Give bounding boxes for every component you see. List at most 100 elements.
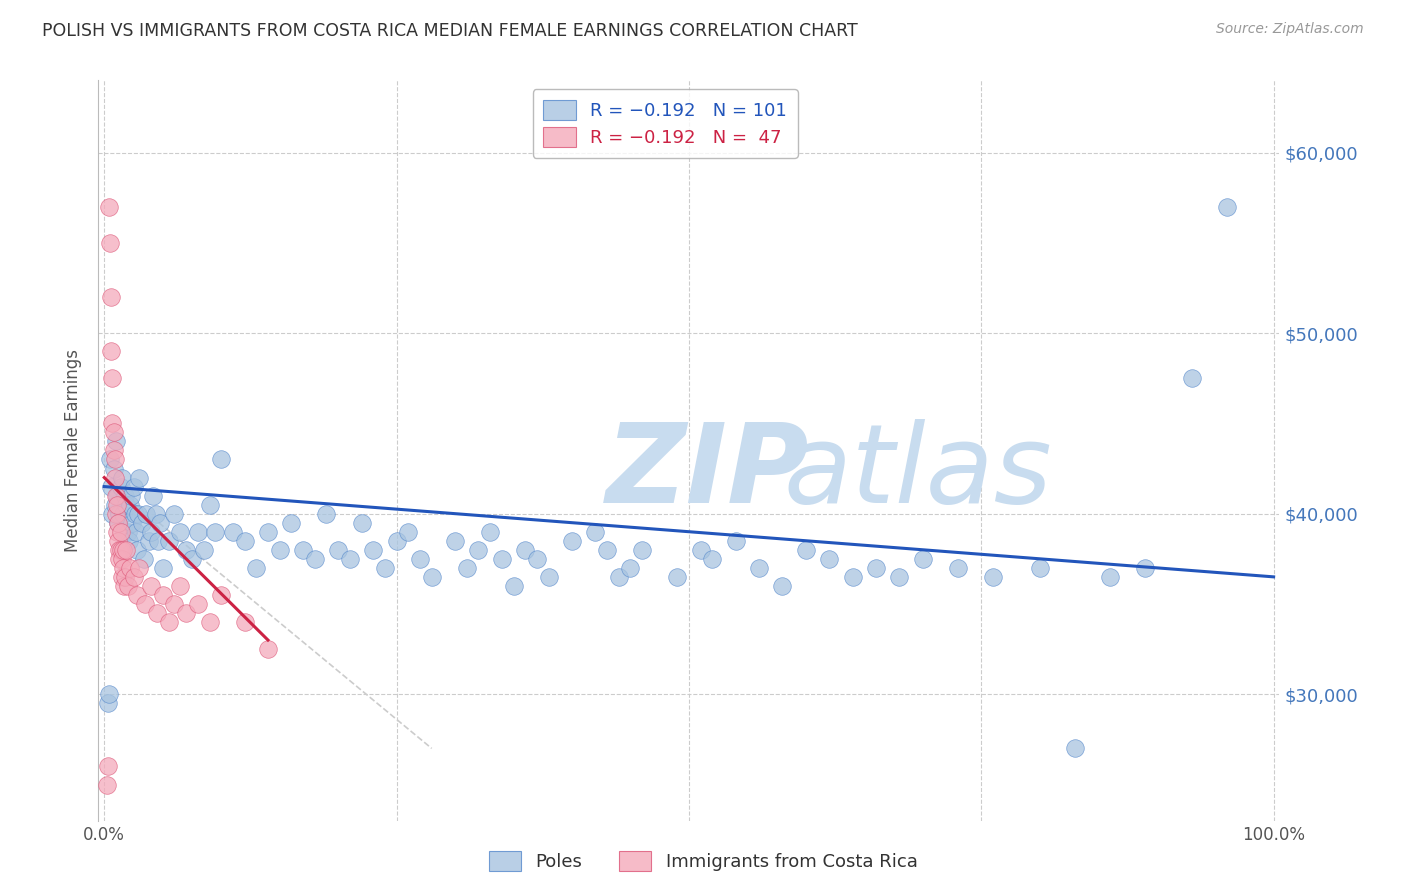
Point: [702, 551, 724, 566]
Point: [115, 498, 138, 512]
Point: [361, 542, 384, 557]
Point: [97, 759, 120, 773]
Point: [339, 551, 361, 566]
Point: [204, 524, 226, 539]
Point: [128, 561, 150, 575]
Point: [889, 570, 911, 584]
Point: [111, 470, 134, 484]
Point: [139, 524, 162, 539]
Point: [108, 507, 131, 521]
Point: [125, 524, 148, 539]
Point: [125, 588, 148, 602]
Point: [146, 533, 169, 548]
Point: [118, 561, 141, 575]
Point: [121, 516, 143, 530]
Point: [122, 479, 145, 493]
Point: [163, 597, 186, 611]
Point: [1216, 200, 1239, 214]
Point: [193, 542, 215, 557]
Point: [396, 524, 419, 539]
Point: [169, 579, 191, 593]
Point: [1029, 561, 1052, 575]
Point: [619, 561, 641, 575]
Point: [818, 551, 841, 566]
Point: [114, 570, 136, 584]
Point: [1181, 371, 1204, 385]
Point: [131, 516, 153, 530]
Point: [257, 524, 280, 539]
Point: [491, 551, 513, 566]
Point: [233, 533, 256, 548]
Point: [107, 516, 129, 530]
Point: [209, 588, 232, 602]
Point: [98, 452, 121, 467]
Point: [631, 542, 654, 557]
Point: [111, 570, 134, 584]
Point: [420, 570, 443, 584]
Point: [515, 542, 537, 557]
Legend: R = −0.192   N = 101, R = −0.192   N =  47: R = −0.192 N = 101, R = −0.192 N = 47: [533, 89, 799, 158]
Point: [103, 425, 125, 440]
Point: [198, 498, 221, 512]
Point: [456, 561, 478, 575]
Point: [135, 507, 157, 521]
Text: Source: ZipAtlas.com: Source: ZipAtlas.com: [1216, 22, 1364, 37]
Point: [280, 516, 302, 530]
Point: [596, 542, 619, 557]
Point: [107, 516, 129, 530]
Point: [97, 687, 120, 701]
Point: [350, 516, 373, 530]
Point: [114, 489, 136, 503]
Point: [526, 551, 548, 566]
Point: [233, 615, 256, 629]
Point: [138, 533, 160, 548]
Point: [108, 542, 131, 557]
Point: [118, 533, 141, 548]
Point: [111, 542, 134, 557]
Point: [100, 479, 122, 493]
Point: [139, 579, 162, 593]
Point: [97, 200, 120, 214]
Point: [157, 533, 180, 548]
Point: [100, 344, 122, 359]
Point: [187, 597, 209, 611]
Point: [209, 452, 232, 467]
Point: [245, 561, 267, 575]
Point: [104, 452, 127, 467]
Point: [128, 470, 150, 484]
Point: [174, 606, 197, 620]
Point: [583, 524, 606, 539]
Point: [537, 570, 560, 584]
Legend: Poles, Immigrants from Costa Rica: Poles, Immigrants from Costa Rica: [481, 844, 925, 879]
Point: [104, 507, 127, 521]
Point: [105, 498, 128, 512]
Point: [118, 498, 141, 512]
Point: [134, 597, 156, 611]
Point: [292, 542, 315, 557]
Point: [911, 551, 934, 566]
Point: [479, 524, 502, 539]
Point: [666, 570, 689, 584]
Point: [169, 524, 191, 539]
Point: [111, 507, 134, 521]
Point: [142, 489, 165, 503]
Point: [326, 542, 349, 557]
Point: [112, 579, 135, 593]
Point: [163, 507, 186, 521]
Point: [374, 561, 396, 575]
Point: [502, 579, 524, 593]
Point: [117, 524, 139, 539]
Point: [122, 570, 145, 584]
Point: [1133, 561, 1156, 575]
Point: [105, 524, 128, 539]
Point: [117, 579, 139, 593]
Point: [125, 542, 148, 557]
Point: [946, 561, 969, 575]
Point: [1063, 741, 1085, 756]
Point: [124, 507, 146, 521]
Point: [269, 542, 291, 557]
Point: [152, 588, 174, 602]
Point: [104, 489, 127, 503]
Point: [187, 524, 209, 539]
Point: [103, 461, 125, 475]
